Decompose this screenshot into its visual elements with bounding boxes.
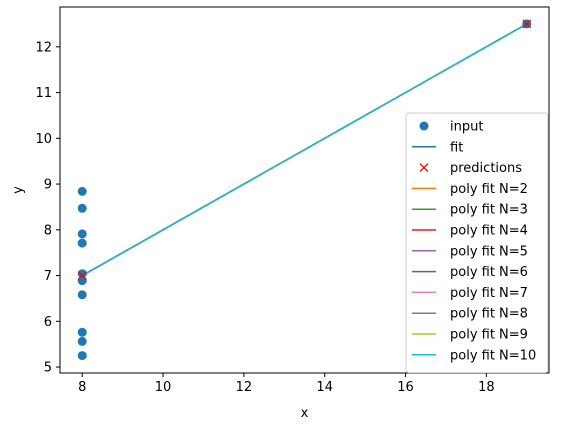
legend-item-predictions: predictions: [419, 161, 522, 176]
legend-item-poly-fit-n-7: poly fit N=7: [412, 286, 528, 301]
predictions-marker: [77, 271, 87, 281]
legend-item-poly-fit-n-9: poly fit N=9: [412, 328, 528, 343]
poly-fit-n-10-line: [81, 23, 528, 277]
legend-label: fit: [450, 140, 463, 155]
y-tick-label: 8: [44, 223, 52, 238]
legend-item-poly-fit-n-8: poly fit N=8: [412, 307, 528, 322]
y-tick-label: 12: [35, 40, 52, 55]
y-tick-label: 7: [44, 269, 52, 284]
legend-label: poly fit N=5: [450, 244, 528, 259]
plot-area: [77, 19, 532, 361]
x-axis: 8 10 12 14 16 18: [78, 373, 495, 395]
x-tick-label: 8: [78, 380, 86, 395]
legend-item-input: input: [419, 120, 483, 135]
legend-label: poly fit N=7: [450, 286, 528, 301]
y-tick-label: 6: [44, 315, 52, 330]
input-point: [77, 186, 87, 196]
x-tick-label: 14: [316, 380, 333, 395]
x-axis-label: x: [301, 406, 309, 421]
predictions-marker: [522, 19, 532, 29]
legend-item-poly-fit-n-4: poly fit N=4: [412, 224, 528, 239]
input-point: [77, 203, 87, 213]
legend-label: poly fit N=4: [450, 224, 528, 239]
y-axis-label: y: [11, 186, 26, 194]
legend-label: poly fit N=6: [450, 265, 528, 280]
legend-label: predictions: [450, 161, 522, 176]
y-axis: 5 6 7 8 9 10 11 12: [35, 40, 60, 376]
legend-label: poly fit N=2: [450, 182, 528, 197]
y-tick-label: 5: [44, 361, 52, 376]
legend: input fit predictions poly fit N=2 poly fit …: [405, 112, 549, 374]
input-point: [77, 269, 87, 279]
legend-item-poly-fit-n-5: poly fit N=5: [412, 244, 528, 259]
legend-item-poly-fit-n-6: poly fit N=6: [412, 265, 528, 280]
y-tick-label: 11: [35, 86, 52, 101]
legend-swatch: [419, 163, 429, 173]
legend-item-poly-fit-n-10: poly fit N=10: [412, 348, 536, 363]
input-point: [77, 336, 87, 346]
input-point: [77, 290, 87, 300]
x-tick-label: 12: [236, 380, 253, 395]
legend-label: poly fit N=8: [450, 307, 528, 322]
legend-item-poly-fit-n-2: poly fit N=2: [412, 182, 528, 197]
y-tick-label: 9: [44, 178, 52, 193]
y-tick-label: 10: [35, 132, 52, 147]
input-point: [77, 276, 87, 286]
x-tick-label: 16: [397, 380, 414, 395]
x-tick-label: 10: [155, 380, 172, 395]
axes-frame: [59, 6, 550, 374]
legend-label: poly fit N=10: [450, 348, 536, 363]
input-point: [77, 327, 87, 337]
input-point: [77, 351, 87, 361]
x-tick-label: 18: [478, 380, 495, 395]
input-point: [77, 229, 87, 239]
legend-item-poly-fit-n-3: poly fit N=3: [412, 203, 528, 218]
legend-swatch: [419, 121, 429, 131]
input-point: [77, 238, 87, 248]
legend-frame: [405, 112, 549, 374]
legend-label: input: [450, 120, 483, 135]
legend-item-fit: fit: [412, 140, 463, 155]
legend-label: poly fit N=3: [450, 203, 528, 218]
legend-label: poly fit N=9: [450, 328, 528, 343]
